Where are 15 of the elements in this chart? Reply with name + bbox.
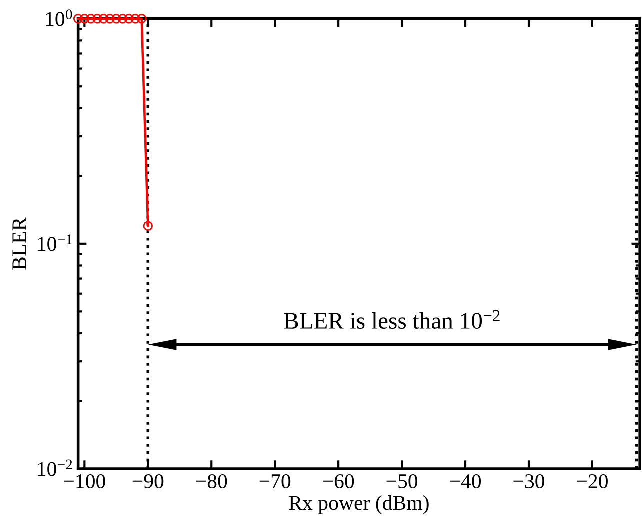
y-tick-label: 10$^{−1}$ — [38, 234, 72, 252]
x-tick-label: −30 — [514, 474, 544, 489]
x-tick-label: −20 — [577, 474, 608, 489]
x-tick-label: −90 — [132, 474, 164, 489]
y-tick-label: 10$^{−2}$ — [38, 460, 72, 476]
annotation: BLER is less than 10$^{−2}$ — [284, 310, 500, 330]
y-axis-title: BLER — [12, 217, 26, 270]
x-axis-title: Rx power (dBm) — [289, 496, 429, 514]
x-tick-label: −70 — [260, 474, 291, 489]
x-tick-label: −50 — [386, 474, 418, 489]
x-tick-label: −100 — [64, 474, 106, 489]
y-tick-label: 10$^{0}$ — [46, 10, 72, 26]
x-tick-label: −80 — [196, 474, 228, 489]
x-tick-label: −40 — [450, 474, 482, 489]
x-tick-label: −60 — [323, 474, 354, 489]
